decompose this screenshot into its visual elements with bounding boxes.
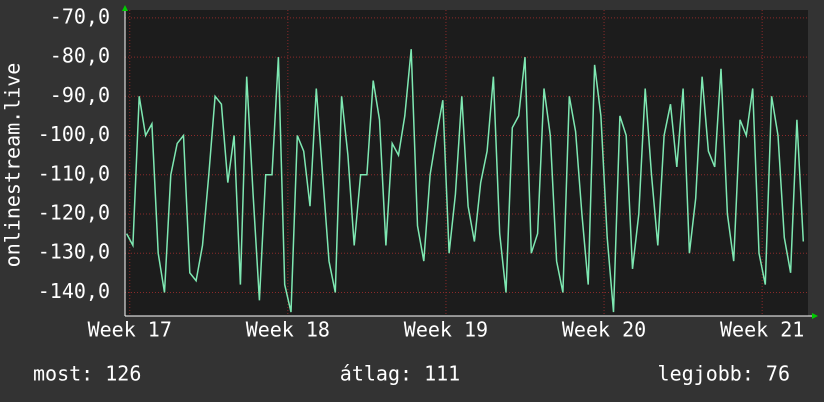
data-line (125, 49, 805, 313)
x-tick-label: Week 21 (720, 318, 804, 342)
y-axis-label: onlinestream.live (1, 63, 25, 268)
y-tick-label: -90,0 (50, 83, 110, 107)
y-tick-label: -80,0 (50, 44, 110, 68)
x-tick-label: Week 17 (88, 318, 172, 342)
stat-best: legjobb: 76 (658, 362, 790, 386)
x-arrow (812, 313, 818, 319)
y-tick-label: -140,0 (38, 279, 110, 303)
stat-current: most: 126 (33, 362, 141, 386)
x-tick-label: Week 20 (562, 318, 646, 342)
stat-average: átlag: 111 (340, 362, 460, 386)
x-tick-label: Week 18 (246, 318, 330, 342)
y-tick-label: -70,0 (50, 4, 110, 28)
y-tick-label: -110,0 (38, 161, 110, 185)
y-tick-label: -130,0 (38, 240, 110, 264)
plot-area (125, 10, 808, 316)
y-tick-label: -120,0 (38, 201, 110, 225)
x-tick-label: Week 19 (404, 318, 488, 342)
y-tick-label: -100,0 (38, 122, 110, 146)
y-arrow (122, 5, 128, 11)
